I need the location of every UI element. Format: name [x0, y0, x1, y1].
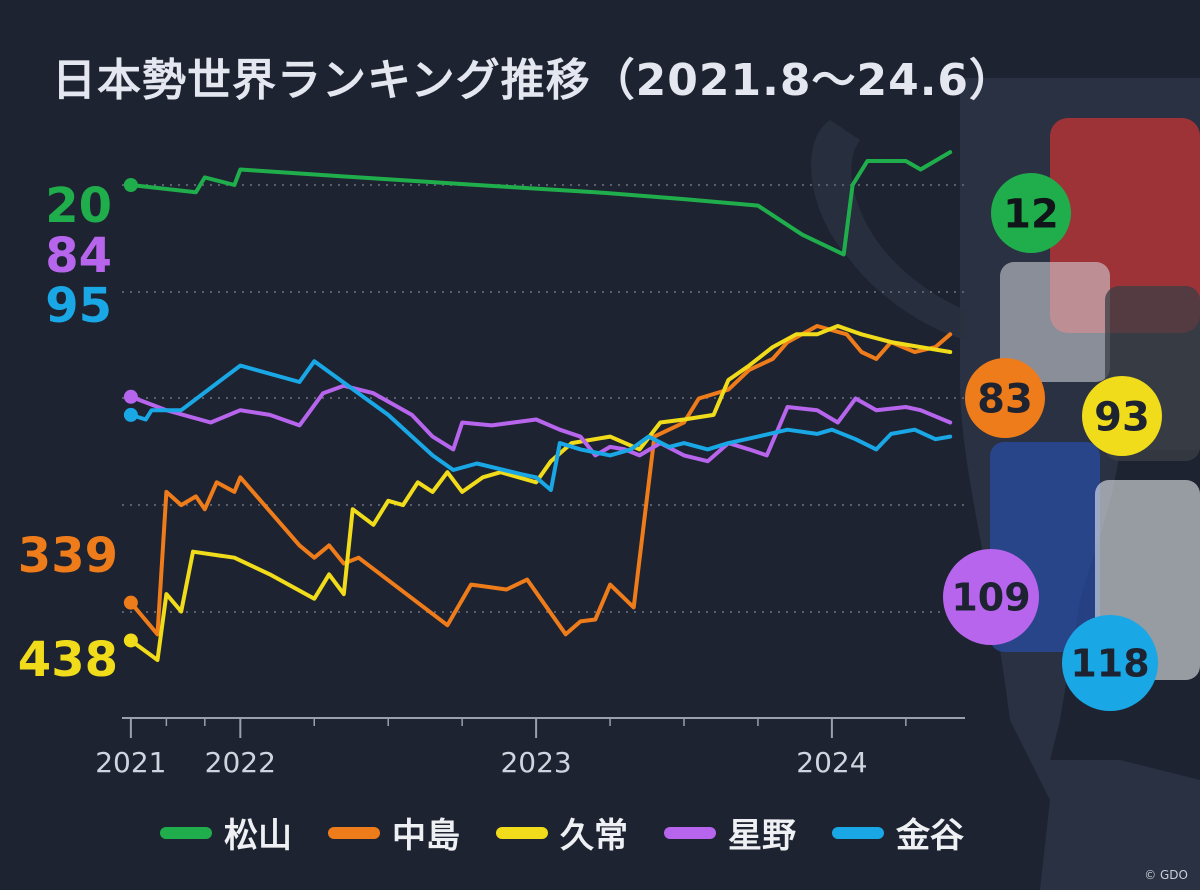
start-label-matsuyama: 20 — [45, 178, 112, 234]
series-line-hoshino — [128, 383, 953, 464]
start-label-hoshino: 84 — [45, 228, 112, 284]
series-start-dot-matsuyama — [123, 178, 138, 192]
legend-label-matsuyama: 松山 — [224, 816, 292, 856]
legend-swatch-kanaya — [832, 826, 884, 839]
x-tick-label-0: 2021 — [95, 746, 166, 779]
player-photos — [990, 118, 1200, 680]
x-tick-label-2: 2023 — [500, 746, 571, 779]
series-line-hisatsune — [128, 324, 953, 662]
legend-item-hoshino: 星野 — [664, 808, 796, 857]
series-start-dot-kanaya — [123, 407, 138, 422]
end-badge-label-nakajima: 83 — [977, 376, 1033, 422]
series-line-nakajima — [128, 324, 953, 637]
end-badges: 12 83 93 109 118 — [943, 173, 1162, 711]
end-badge-matsuyama — [991, 173, 1071, 253]
start-label-hisatsune: 438 — [18, 632, 118, 688]
start-label-nakajima: 339 — [18, 528, 118, 584]
end-badge-label-hisatsune: 93 — [1094, 394, 1150, 440]
end-badge-nakajima — [965, 358, 1045, 438]
legend-label-hoshino: 星野 — [728, 816, 796, 856]
legend-item-hisatsune: 久常 — [496, 808, 628, 857]
end-badge-label-hoshino: 109 — [951, 576, 1030, 620]
copyright-credit: © GDO — [1144, 868, 1188, 882]
end-badge-kanaya — [1062, 615, 1158, 711]
series-start-dot-nakajima — [123, 595, 138, 610]
gridlines — [122, 184, 965, 613]
x-axis: 2021 2022 2023 2024 — [95, 717, 965, 779]
legend-swatch-hoshino — [664, 826, 716, 839]
end-badge-hisatsune — [1082, 376, 1162, 456]
photo-nakajima — [1000, 262, 1110, 382]
series-lines — [123, 150, 953, 662]
series-start-dot-hisatsune — [123, 633, 138, 648]
legend-item-nakajima: 中島 — [328, 808, 460, 857]
legend-item-matsuyama: 松山 — [160, 808, 292, 857]
legend: 松山 中島 久常 星野 金谷 — [160, 808, 1000, 857]
series-line-kanaya — [128, 359, 953, 492]
legend-label-hisatsune: 久常 — [560, 816, 628, 856]
legend-item-kanaya: 金谷 — [832, 808, 964, 857]
x-tick-label-1: 2022 — [205, 746, 276, 779]
series-start-dot-hoshino — [123, 389, 138, 404]
legend-label-kanaya: 金谷 — [896, 816, 964, 856]
end-badge-hoshino — [943, 549, 1039, 645]
end-badge-label-matsuyama: 12 — [1003, 191, 1059, 237]
legend-swatch-matsuyama — [160, 826, 212, 839]
start-label-kanaya: 95 — [45, 278, 112, 334]
x-tick-label-3: 2024 — [796, 746, 867, 779]
legend-label-nakajima: 中島 — [392, 816, 460, 856]
chart-title: 日本勢世界ランキング推移（2021.8～24.6） — [52, 55, 1015, 106]
legend-swatch-hisatsune — [496, 826, 548, 839]
legend-swatch-nakajima — [328, 826, 380, 839]
end-badge-label-kanaya: 118 — [1070, 642, 1149, 686]
series-line-matsuyama — [128, 150, 953, 257]
